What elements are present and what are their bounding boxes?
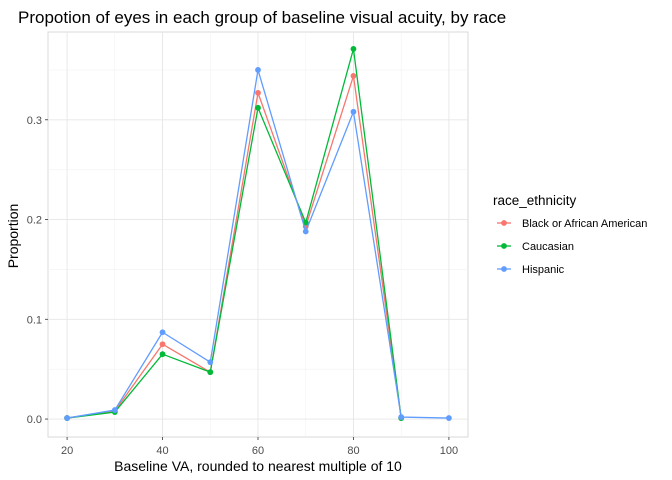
plot-panel xyxy=(47,31,469,438)
series-hispanic xyxy=(64,67,452,421)
y-axis-title: Proportion xyxy=(5,204,21,269)
x-tick-label: 20 xyxy=(61,445,73,457)
legend: race_ethnicity Black or African American… xyxy=(493,193,647,276)
data-point xyxy=(446,415,452,421)
series-layer xyxy=(64,46,452,421)
x-axis-title: Baseline VA, rounded to nearest multiple… xyxy=(114,458,402,474)
legend-item: Caucasian xyxy=(497,241,574,253)
axes: 20 40 60 80 100 0.0 0.1 0.2 0.3 xyxy=(27,115,458,457)
data-point xyxy=(159,329,166,336)
data-point xyxy=(302,219,309,226)
data-point xyxy=(64,415,70,421)
y-tick-label: 0.1 xyxy=(27,314,42,326)
data-point xyxy=(159,341,166,348)
data-point xyxy=(350,72,357,79)
data-point xyxy=(350,108,357,115)
y-tick-label: 0.2 xyxy=(27,215,42,227)
legend-label: Caucasian xyxy=(522,241,574,253)
data-point xyxy=(159,351,166,358)
legend-item: Hispanic xyxy=(497,264,565,276)
chart-title: Propotion of eyes in each group of basel… xyxy=(18,8,506,27)
data-point xyxy=(207,369,214,376)
data-point xyxy=(350,46,357,52)
data-point xyxy=(207,359,214,366)
data-point xyxy=(111,407,118,413)
legend-label: Hispanic xyxy=(522,264,565,276)
data-point xyxy=(255,89,261,96)
x-tick-label: 60 xyxy=(252,445,264,457)
x-tick-label: 80 xyxy=(347,445,359,457)
data-point xyxy=(255,67,261,73)
data-point xyxy=(255,104,261,111)
series-line xyxy=(67,48,402,419)
x-tick-label: 100 xyxy=(440,445,458,457)
series-line xyxy=(66,75,402,419)
legend-key-point xyxy=(501,220,507,226)
legend-key-point xyxy=(501,266,507,272)
legend-label: Black or African American xyxy=(522,218,647,230)
legend-key-point xyxy=(501,243,507,249)
y-tick-label: 0.0 xyxy=(27,414,42,426)
legend-item: Black or African American xyxy=(497,218,647,230)
data-point xyxy=(302,228,309,235)
x-tick-label: 40 xyxy=(156,445,168,457)
data-point xyxy=(398,414,405,420)
legend-title: race_ethnicity xyxy=(493,193,577,208)
y-tick-label: 0.3 xyxy=(27,115,42,127)
